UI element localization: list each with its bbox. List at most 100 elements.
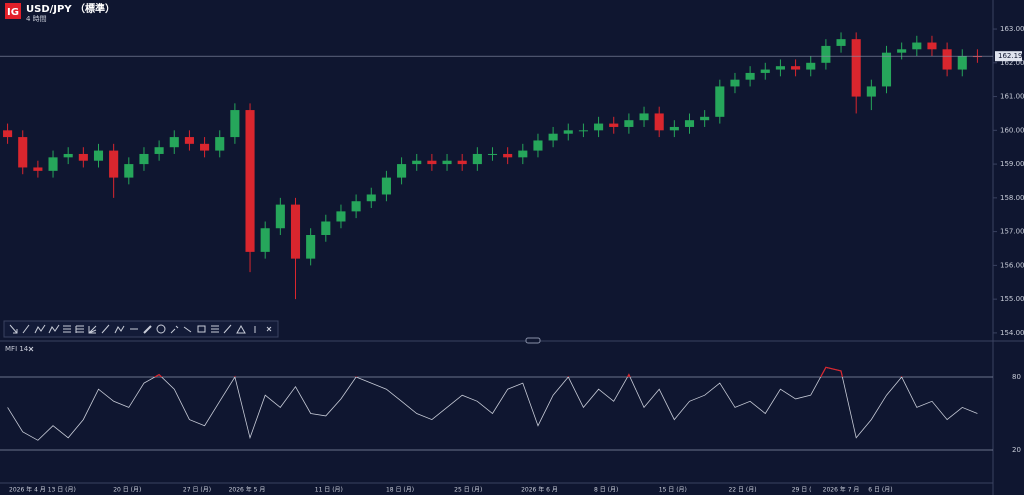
tool-wave[interactable] — [48, 324, 60, 334]
tool-polyline[interactable] — [34, 324, 46, 334]
y-tick-label: 159.000 — [1000, 160, 1024, 168]
candle-body — [518, 150, 528, 158]
y-tick-label: 163.000 — [1000, 25, 1024, 33]
y-tick-label: 154.000 — [1000, 329, 1024, 337]
candle-body — [200, 143, 210, 151]
candle-body — [927, 42, 937, 50]
x-tick-label: 11 日 (月) — [315, 487, 343, 494]
logo-box — [5, 3, 21, 19]
tool-channel[interactable] — [211, 325, 219, 333]
tool-rect[interactable] — [197, 325, 206, 333]
candle-body — [124, 164, 134, 178]
candle-body — [472, 153, 482, 165]
candle-body — [548, 133, 558, 141]
y-tick-label: 162.000 — [1000, 59, 1024, 67]
candle-body — [457, 160, 467, 165]
candle-body — [93, 150, 104, 161]
tool-levels[interactable] — [75, 325, 84, 333]
candle-body — [18, 137, 28, 168]
candle-body — [397, 164, 407, 178]
candle-body — [139, 153, 149, 165]
chart-title: USD/JPY （標準） — [26, 2, 115, 15]
indicator-close[interactable] — [28, 346, 34, 352]
y-tick-label: 155.000 — [1000, 295, 1024, 303]
candle-body — [715, 86, 725, 117]
x-tick-label: 20 日 (月) — [113, 487, 141, 494]
tool-brush[interactable] — [170, 325, 179, 334]
x-tick-label: 2026 年 6 月 — [521, 486, 558, 494]
x-tick-label: 22 日 (月) — [728, 487, 756, 494]
candle-body — [184, 137, 194, 144]
candle-body — [791, 66, 801, 70]
candle-body — [730, 79, 740, 87]
candle-body — [775, 66, 785, 70]
candle-body — [351, 201, 361, 212]
candle-body — [503, 153, 513, 158]
candle-body — [639, 113, 649, 121]
tool-fib[interactable] — [63, 325, 71, 333]
y-tick-label: 160.000 — [1000, 126, 1024, 134]
candle-body — [806, 62, 816, 70]
candle-body — [760, 69, 770, 73]
logo: IG — [7, 7, 19, 18]
candle-body — [881, 52, 892, 87]
y-tick-label: 80 — [1012, 373, 1021, 381]
candle-body — [533, 140, 543, 151]
candle-body — [972, 56, 982, 58]
candle-body — [336, 211, 346, 222]
tool-circle[interactable] — [156, 324, 166, 334]
x-tick-label: 15 日 (月) — [659, 487, 687, 494]
tool-trend[interactable] — [101, 324, 110, 334]
candle-body — [487, 153, 498, 155]
candle-body — [275, 204, 285, 229]
candle-body — [821, 45, 831, 63]
panel-handle[interactable] — [525, 337, 541, 344]
candle-body — [684, 120, 695, 127]
candle-body — [836, 39, 846, 46]
current-price-label: 162.196 — [998, 52, 1024, 60]
candle-body — [63, 153, 73, 158]
y-tick-label: 156.000 — [1000, 261, 1024, 269]
candle-body — [942, 49, 952, 70]
candle-body — [3, 130, 13, 138]
candle-body — [866, 86, 876, 97]
candle-body — [654, 113, 664, 131]
candle-body — [669, 126, 679, 131]
candle-body — [245, 110, 255, 252]
tool-line[interactable] — [223, 324, 232, 334]
x-tick-label: 25 日 (月) — [454, 487, 482, 494]
chart-subtitle: 4 時間 — [26, 15, 47, 23]
tool-pattern[interactable] — [114, 325, 125, 334]
candle-body — [78, 153, 88, 161]
candle-body — [230, 110, 240, 138]
candle-body — [442, 160, 452, 165]
candle-body — [290, 204, 301, 259]
x-tick-label: 29 日 ( — [792, 487, 812, 494]
tool-segment[interactable] — [183, 326, 192, 333]
candle-body — [563, 130, 573, 134]
tool-fan[interactable] — [88, 325, 97, 334]
mfi-line — [7, 366, 978, 441]
x-tick-label: 18 日 (月) — [386, 487, 414, 494]
current-price-tag — [995, 51, 1022, 62]
candle-body — [215, 137, 225, 151]
candle-body — [624, 120, 634, 127]
candle-body — [700, 116, 710, 121]
drawing-toolbar — [3, 320, 279, 338]
candle-body — [154, 147, 164, 154]
candle-body — [957, 56, 967, 70]
tool-ruler[interactable] — [143, 325, 152, 334]
x-tick-label: 6 日 (月) — [868, 487, 892, 494]
candle-body — [851, 39, 861, 97]
x-tick-label: 2026 年 4 月 13 日 (月) — [9, 486, 76, 494]
toolbar-close[interactable] — [266, 326, 272, 332]
candle-body — [609, 123, 619, 127]
tool-arrow[interactable] — [9, 324, 18, 334]
candle-body — [745, 72, 755, 80]
x-tick-label: 2026 年 5 月 — [229, 486, 266, 494]
tool-triangle[interactable] — [236, 324, 246, 334]
candle-body — [260, 228, 270, 252]
tool-ray[interactable] — [22, 324, 30, 334]
